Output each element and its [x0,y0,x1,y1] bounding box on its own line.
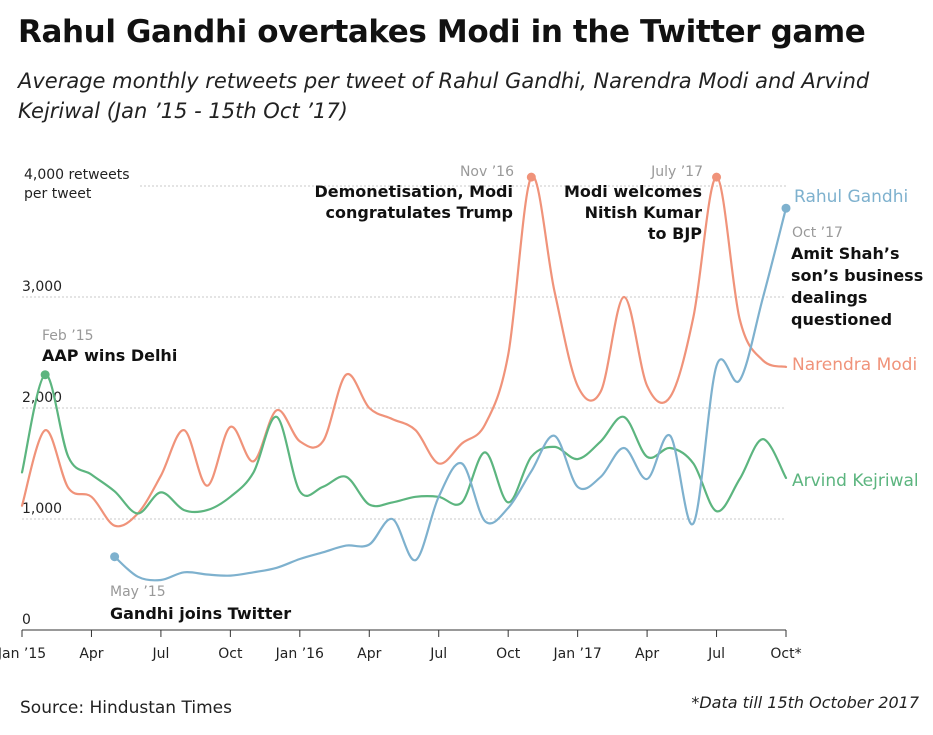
annotation-text: to BJP [648,224,702,243]
x-tick-label: Apr [79,646,103,662]
y-tick-label: 1,000 [22,501,62,517]
x-tick-label: Apr [357,646,381,662]
annotation-date: July ’17 [650,164,703,180]
series-lines [20,175,788,582]
y-tick-label: 2,000 [22,390,62,406]
annotation-text: Gandhi joins Twitter [110,604,291,623]
annotation-text: Nitish Kumar [585,203,702,222]
annotation-date: Feb ’15 [42,328,94,344]
x-tick-label: Oct* [770,646,801,662]
x-tick-label: Jul [707,646,725,662]
annotation-text: Demonetisation, Modi [314,182,513,201]
annotation-date: Oct ’17 [792,225,843,241]
annotation-text: congratulates Trump [326,203,513,222]
series-label: Narendra Modi [792,355,917,375]
highlight-point [526,172,536,182]
series-label: Arvind Kejriwal [792,471,919,491]
chart-title: Rahul Gandhi overtakes Modi in the Twitt… [18,14,866,50]
annotations: Rahul Gandhi Narendra Modi Arvind Kejriwal… [40,164,923,623]
y-tick-label: 0 [22,612,31,628]
x-tick-label: Oct [496,646,521,662]
x-tick-label: Jul [429,646,447,662]
y-tick-label: 3,000 [22,279,62,295]
annotation-text: AAP wins Delhi [42,346,177,365]
series-line [20,373,788,515]
annotation-text: dealings [791,288,867,307]
source-note: Source: Hindustan Times [20,698,232,718]
series-label: Rahul Gandhi [794,187,908,207]
highlight-point [712,172,722,182]
x-tick-label: Oct [218,646,243,662]
y-axis-label: per tweet [24,186,92,202]
y-axis-label: 4,000 retweets [24,167,130,183]
x-axis: Jan ’15 Apr Jul Oct Jan ’16 Apr Jul Oct Jan ’17 A… [0,629,802,662]
highlight-point [110,552,120,562]
annotation-text: Modi welcomes [564,182,702,201]
highlight-point [40,370,50,380]
annotation-text: questioned [791,310,892,329]
annotation-text: Amit Shah’s [791,244,899,263]
annotation-date: May ’15 [110,584,166,600]
data-footnote: *Data till 15th October 2017 [691,693,919,712]
highlight-point [781,203,791,213]
x-tick-label: Jan ’17 [552,646,601,662]
x-tick-label: Apr [635,646,659,662]
annotation-text: son’s business [791,266,923,285]
chart-subtitle: Average monthly retweets per tweet of Ra… [18,69,870,123]
x-tick-label: Jan ’16 [275,646,324,662]
x-tick-label: Jan ’15 [0,646,46,662]
x-tick-label: Jul [151,646,169,662]
series-line [20,175,788,528]
series-line [113,207,788,582]
annotation-date: Nov ’16 [460,164,514,180]
gridlines: 0 1,000 2,000 3,000 4,000 retweets per tweet [22,167,786,628]
